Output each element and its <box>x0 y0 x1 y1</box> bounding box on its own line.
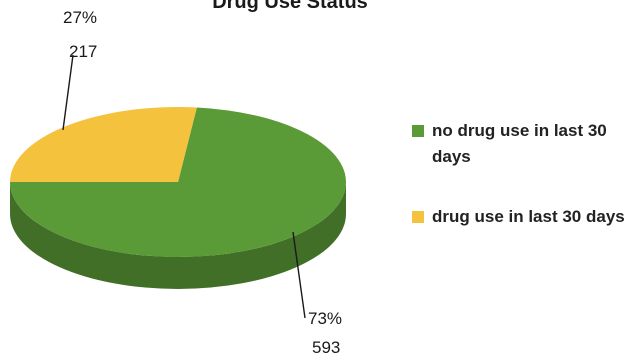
chart-title: Drug Use Status <box>212 0 368 13</box>
legend-swatch-drug-use <box>412 211 424 223</box>
legend-item-drug-use: drug use in last 30 days <box>412 204 642 230</box>
pie-slice-no-drug-use <box>10 107 347 258</box>
legend-swatch-no-drug-use <box>412 125 424 137</box>
legend: no drug use in last 30 days drug use in … <box>412 118 642 230</box>
pie-slice-drug-use <box>10 106 197 182</box>
data-label-percent-drug-use: 27% <box>63 8 97 27</box>
legend-label: drug use in last 30 days <box>432 207 625 226</box>
data-label-percent-no-drug-use: 73% <box>308 309 342 328</box>
pie-side-no-drug-use <box>10 182 346 289</box>
legend-label: no drug use in last 30 days <box>432 121 607 166</box>
pie-group <box>10 106 347 289</box>
leader-line-no-drug-use <box>292 231 306 319</box>
data-label-value-no-drug-use: 593 <box>312 338 340 357</box>
legend-item-no-drug-use: no drug use in last 30 days <box>412 118 642 170</box>
data-label-value-drug-use: 217 <box>69 42 97 61</box>
data-labels: 27% 217 73% 593 <box>62 8 342 357</box>
leader-line-drug-use <box>62 54 74 131</box>
